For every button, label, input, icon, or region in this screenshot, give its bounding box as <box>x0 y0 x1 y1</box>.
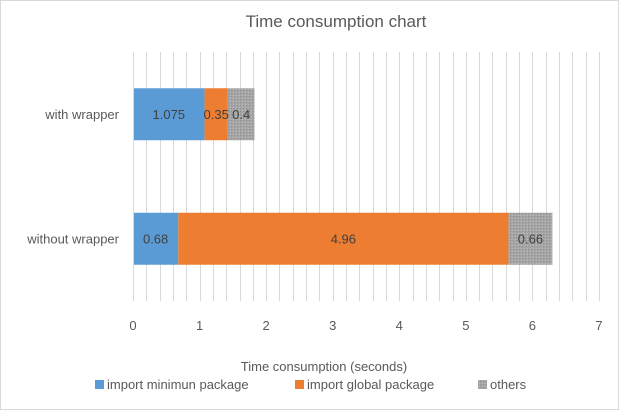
bar-segment <box>178 212 509 265</box>
legend-swatch <box>478 380 487 389</box>
data-label: 0.68 <box>143 231 168 246</box>
x-tick-label: 2 <box>263 318 270 333</box>
data-label: 0.35 <box>204 107 229 122</box>
data-labels: 1.075 0.35 0.4 0.68 4.96 0.66 <box>143 107 543 247</box>
data-label: 0.4 <box>232 107 250 122</box>
legend-label: others <box>490 377 527 392</box>
chart-title: Time consumption chart <box>246 12 427 31</box>
category-label: with wrapper <box>44 107 119 122</box>
legend-label: import global package <box>307 377 434 392</box>
x-tick-label: 0 <box>129 318 136 333</box>
legend-swatch <box>95 380 104 389</box>
x-tick-label: 6 <box>529 318 536 333</box>
bar-segment <box>133 88 205 141</box>
data-label: 4.96 <box>331 231 356 246</box>
legend-label: import minimun package <box>107 377 249 392</box>
bar-segment <box>204 88 228 141</box>
bars <box>133 88 553 265</box>
bar-segment <box>508 212 553 265</box>
legend-swatch <box>295 380 304 389</box>
x-tick-label: 4 <box>396 318 403 333</box>
data-label: 1.075 <box>153 107 186 122</box>
bar-segment <box>133 212 179 265</box>
x-tick-label: 3 <box>329 318 336 333</box>
x-axis-label: Time consumption (seconds) <box>241 359 407 374</box>
category-label: without wrapper <box>26 231 119 246</box>
x-tick-label: 5 <box>462 318 469 333</box>
x-tick-label: 1 <box>196 318 203 333</box>
data-label: 0.66 <box>518 231 543 246</box>
axes: 0 1 2 3 4 5 6 7 with wrapper without wrapper <box>26 52 603 333</box>
bar-segment <box>227 88 255 141</box>
legend: import minimun package import global pack… <box>95 377 527 392</box>
x-tick-label: 7 <box>595 318 602 333</box>
